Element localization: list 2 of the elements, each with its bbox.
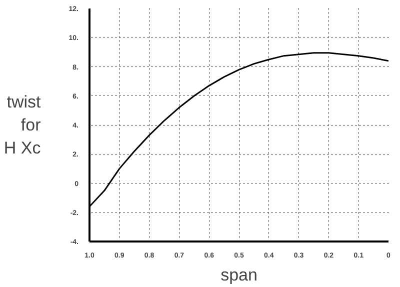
y-axis-title: twist for H Xc [4,92,42,158]
x-axis-title: span [220,266,258,284]
